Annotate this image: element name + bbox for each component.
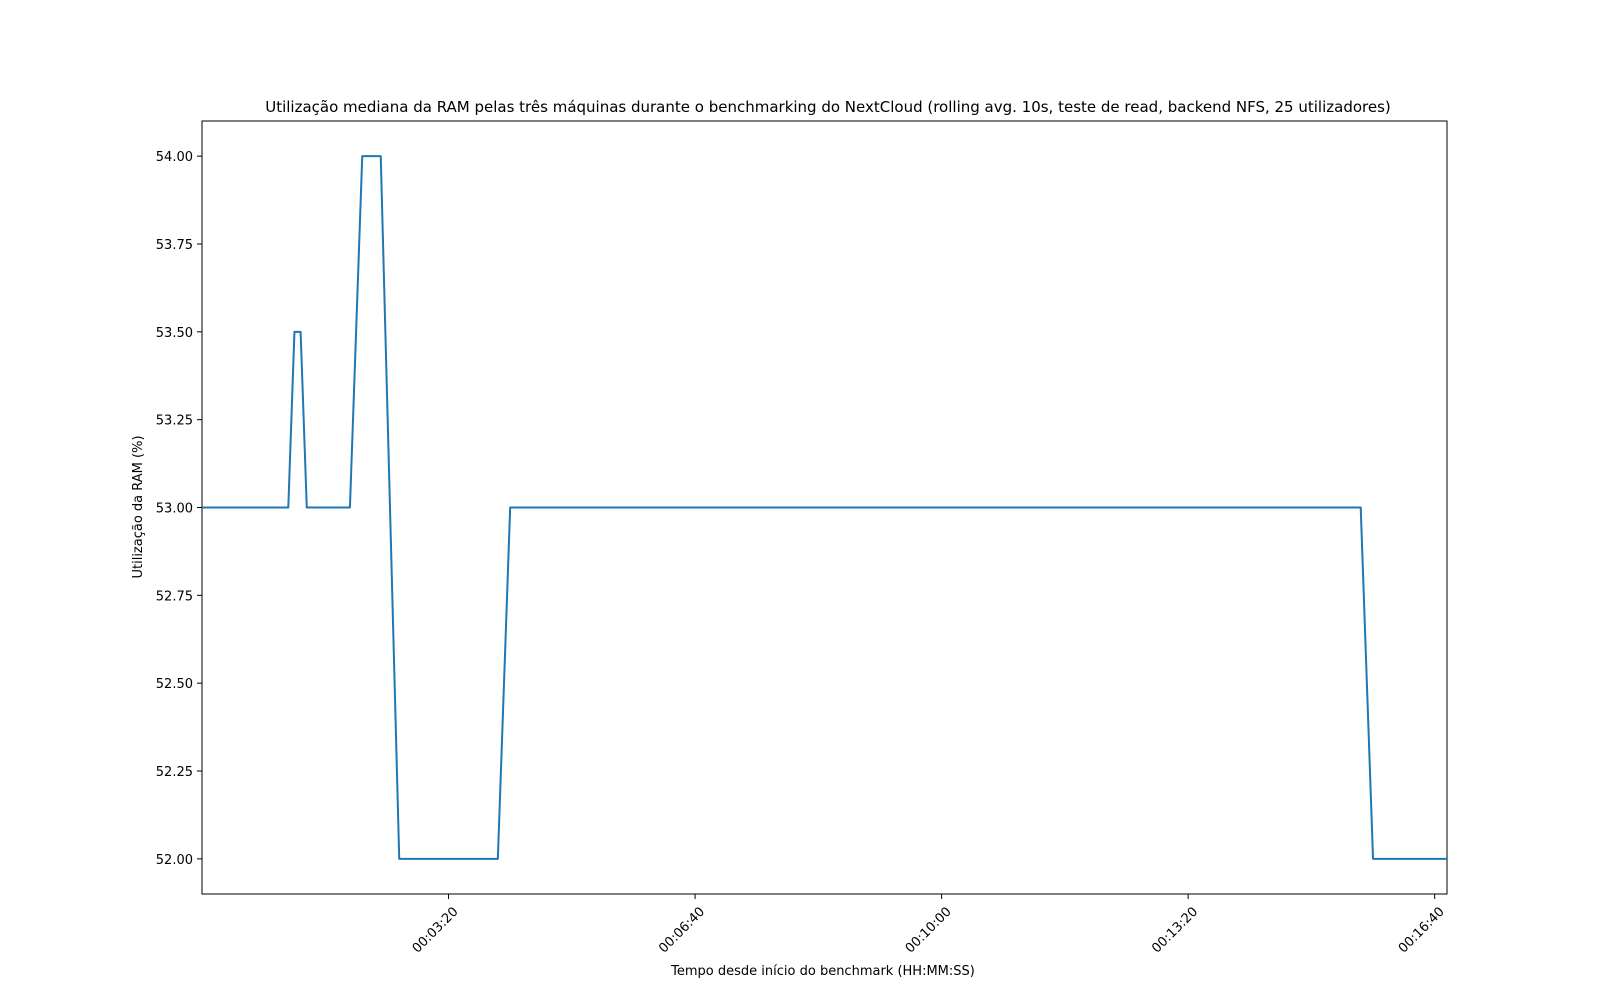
x-axis: 00:03:20 00:06:40 00:10:00 00:13:20 00:16:40	[410, 894, 1448, 956]
x-tick-label: 00:06:40	[656, 904, 708, 956]
x-axis-label: Tempo desde início do benchmark (HH:MM:S…	[670, 964, 975, 979]
x-tick-label: 00:03:20	[410, 904, 462, 956]
y-tick-label: 52.75	[156, 589, 193, 604]
y-tick-label: 53.00	[156, 502, 193, 517]
series-layer	[202, 155, 1447, 860]
y-tick-label: 54.00	[156, 150, 193, 165]
x-tick-label: 00:16:40	[1396, 904, 1448, 956]
y-tick-label: 52.25	[156, 765, 193, 780]
chart-title: Utilização mediana da RAM pelas três máq…	[265, 98, 1391, 116]
y-tick-label: 53.25	[156, 414, 193, 429]
x-tick-label: 00:13:20	[1149, 904, 1201, 956]
y-tick-label: 53.50	[156, 326, 193, 341]
y-tick-label: 52.00	[156, 853, 193, 868]
ram-usage-series-line	[202, 155, 1447, 860]
y-tick-label: 53.75	[156, 238, 193, 253]
x-tick-label: 00:10:00	[903, 904, 955, 956]
y-axis: 52.00 52.25 52.50 52.75 53.00 53.25 53.50 53.75…	[156, 150, 202, 868]
y-axis-label: Utilização da RAM (%)	[131, 435, 146, 578]
y-tick-label: 52.50	[156, 677, 193, 692]
